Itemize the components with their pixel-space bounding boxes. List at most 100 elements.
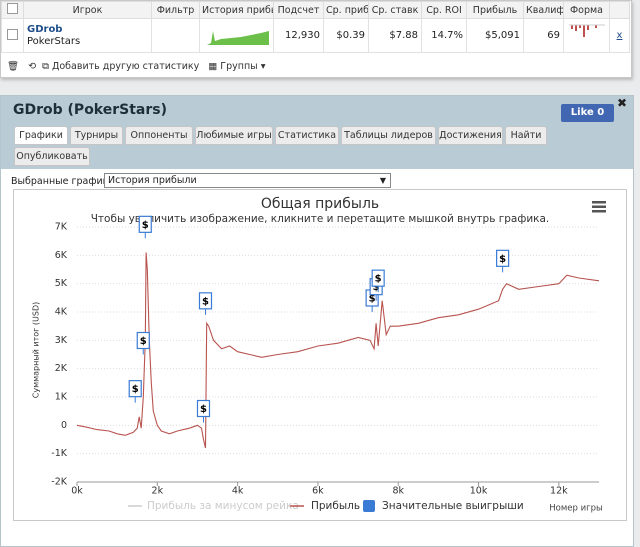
col-header[interactable]: Подсчет	[273, 1, 324, 19]
flag-label: $	[142, 220, 149, 231]
flag-label: $	[132, 384, 139, 395]
legend-label: Прибыль за минусом рейка	[147, 500, 299, 512]
add-stats-button[interactable]: ⧉ Добавить другую статистику	[42, 61, 200, 72]
player-table: Игрок Фильтр История прибыль Подсчет Ср.…	[1, 1, 630, 53]
legend-label: Прибыль	[311, 500, 360, 512]
x-tick-label: 6k	[312, 486, 324, 497]
chart: Общая прибыль Чтобы увеличить изображени…	[13, 189, 627, 521]
sparkline-cell	[199, 18, 274, 53]
col-header[interactable]: Форма	[563, 1, 610, 19]
sparkline	[207, 31, 269, 45]
flag: $	[496, 249, 510, 273]
legend-item[interactable]: Прибыль за минусом рейка	[128, 500, 299, 512]
refresh-icon[interactable]: ⟲	[28, 61, 37, 72]
panel-header: GDrob (PokerStars) Like 0 ✖ Графики Турн…	[1, 96, 633, 169]
flag: $	[136, 331, 150, 355]
flag: $	[371, 269, 385, 293]
toolbar: 🗑 ⟲ ⧉ Добавить другую статистику ▦ Групп…	[7, 61, 265, 72]
form-bars	[569, 24, 605, 37]
tab[interactable]: Таблицы лидеров	[341, 126, 436, 145]
y-tick-label: 4K	[55, 307, 68, 318]
tab[interactable]: Турниры	[70, 126, 123, 145]
profit-line	[76, 252, 600, 449]
col-header[interactable]: Игрок	[23, 1, 152, 19]
flag-box	[496, 249, 510, 267]
groups-button[interactable]: ▦ Группы ▾	[208, 61, 266, 72]
tab[interactable]: Опубликовать	[14, 147, 90, 166]
profit-cell: $5,091	[466, 18, 524, 53]
legend-swatch	[363, 500, 375, 512]
player-panel: GDrob (PokerStars) Like 0 ✖ Графики Турн…	[0, 95, 634, 547]
tab[interactable]: Любимые игры	[195, 126, 273, 145]
legend-item[interactable]: Значительные выигрыши	[363, 500, 524, 512]
selected-charts-label: Выбранные графики:	[11, 176, 118, 187]
flag: $	[128, 380, 142, 403]
flag-label: $	[140, 336, 147, 347]
chart-select-value: История прибыли	[108, 175, 197, 186]
y-tick-label: -1K	[51, 448, 67, 459]
col-header[interactable]: Квалиф	[523, 1, 564, 19]
flag-box	[196, 399, 211, 418]
y-tick-label: 3K	[55, 335, 68, 346]
player-table-box: Игрок Фильтр История прибыль Подсчет Ср.…	[0, 0, 632, 78]
tab[interactable]: Достижения	[438, 126, 503, 145]
flag: $	[198, 292, 213, 315]
tab[interactable]: Статистика	[275, 126, 339, 145]
x-tick-label: 10k	[470, 486, 488, 497]
player-site: PokerStars	[27, 35, 81, 47]
flag-label: $	[373, 282, 380, 293]
col-header[interactable]: Фильтр	[151, 1, 200, 19]
select-all[interactable]	[1, 1, 24, 19]
legend-item[interactable]: Прибыль	[290, 500, 360, 512]
x-tick-label: 2k	[152, 486, 164, 497]
roi-cell: 14.7%	[421, 18, 467, 53]
tab[interactable]: Графики	[14, 126, 68, 145]
chart-subtitle: Чтобы увеличить изображение, кликните и …	[91, 213, 550, 225]
chart-title: Общая прибыль	[261, 196, 379, 212]
delete-icon[interactable]: 🗑	[7, 61, 20, 72]
col-header[interactable]: История прибыль	[199, 1, 274, 19]
form-cell	[563, 18, 610, 53]
like-button[interactable]: Like 0	[561, 104, 614, 122]
y-axis-label: Суммарный итог (USD)	[32, 302, 41, 399]
legend-label: Значительные выигрыши	[382, 500, 524, 512]
groups-label: Группы	[220, 61, 258, 72]
avg-stake-cell: $7.88	[368, 18, 422, 53]
x-tick-label: 4k	[232, 486, 244, 497]
header-row: Игрок Фильтр История прибыль Подсчет Ср.…	[1, 1, 630, 19]
chart-menu[interactable]	[592, 201, 606, 213]
remove-link[interactable]: x	[609, 18, 630, 53]
x-tick-label: 12k	[550, 486, 568, 497]
y-tick-label: 0	[61, 420, 67, 431]
row-checkbox[interactable]	[1, 18, 24, 53]
flag-box	[138, 215, 152, 233]
flag-label: $	[202, 296, 209, 307]
panel-title: GDrob (PokerStars)	[13, 102, 167, 118]
y-tick-label: 1K	[55, 392, 68, 403]
col-header[interactable]: Ср. ставк	[368, 1, 422, 19]
add-stats-label: Добавить другую статистику	[51, 61, 200, 72]
close-button[interactable]: ✖	[617, 96, 628, 110]
tab[interactable]: Найти	[505, 126, 547, 145]
hands-cell: 12,930	[273, 18, 324, 53]
y-tick-label: 7K	[55, 222, 68, 233]
tab[interactable]: Оппоненты	[125, 126, 193, 145]
flag-label: $	[200, 404, 207, 415]
flag-box	[198, 292, 213, 310]
y-tick-label: 6K	[55, 250, 68, 261]
col-header[interactable]: Ср. прибы	[323, 1, 369, 19]
col-header[interactable]: Прибыль	[466, 1, 524, 19]
flag-label: $	[499, 254, 506, 265]
avg-profit-cell: $0.39	[323, 18, 369, 53]
player-name[interactable]: GDrob	[27, 23, 63, 35]
flag-box	[128, 380, 142, 398]
y-tick-label: 5K	[55, 278, 68, 289]
col-header	[609, 1, 630, 19]
flag: $	[138, 215, 152, 239]
filter-cell	[151, 18, 200, 53]
col-header[interactable]: Ср. ROI	[421, 1, 467, 19]
y-tick-label: 2K	[55, 363, 68, 374]
flag-box	[371, 269, 385, 287]
chart-select[interactable]: История прибыли ▼	[104, 173, 391, 188]
